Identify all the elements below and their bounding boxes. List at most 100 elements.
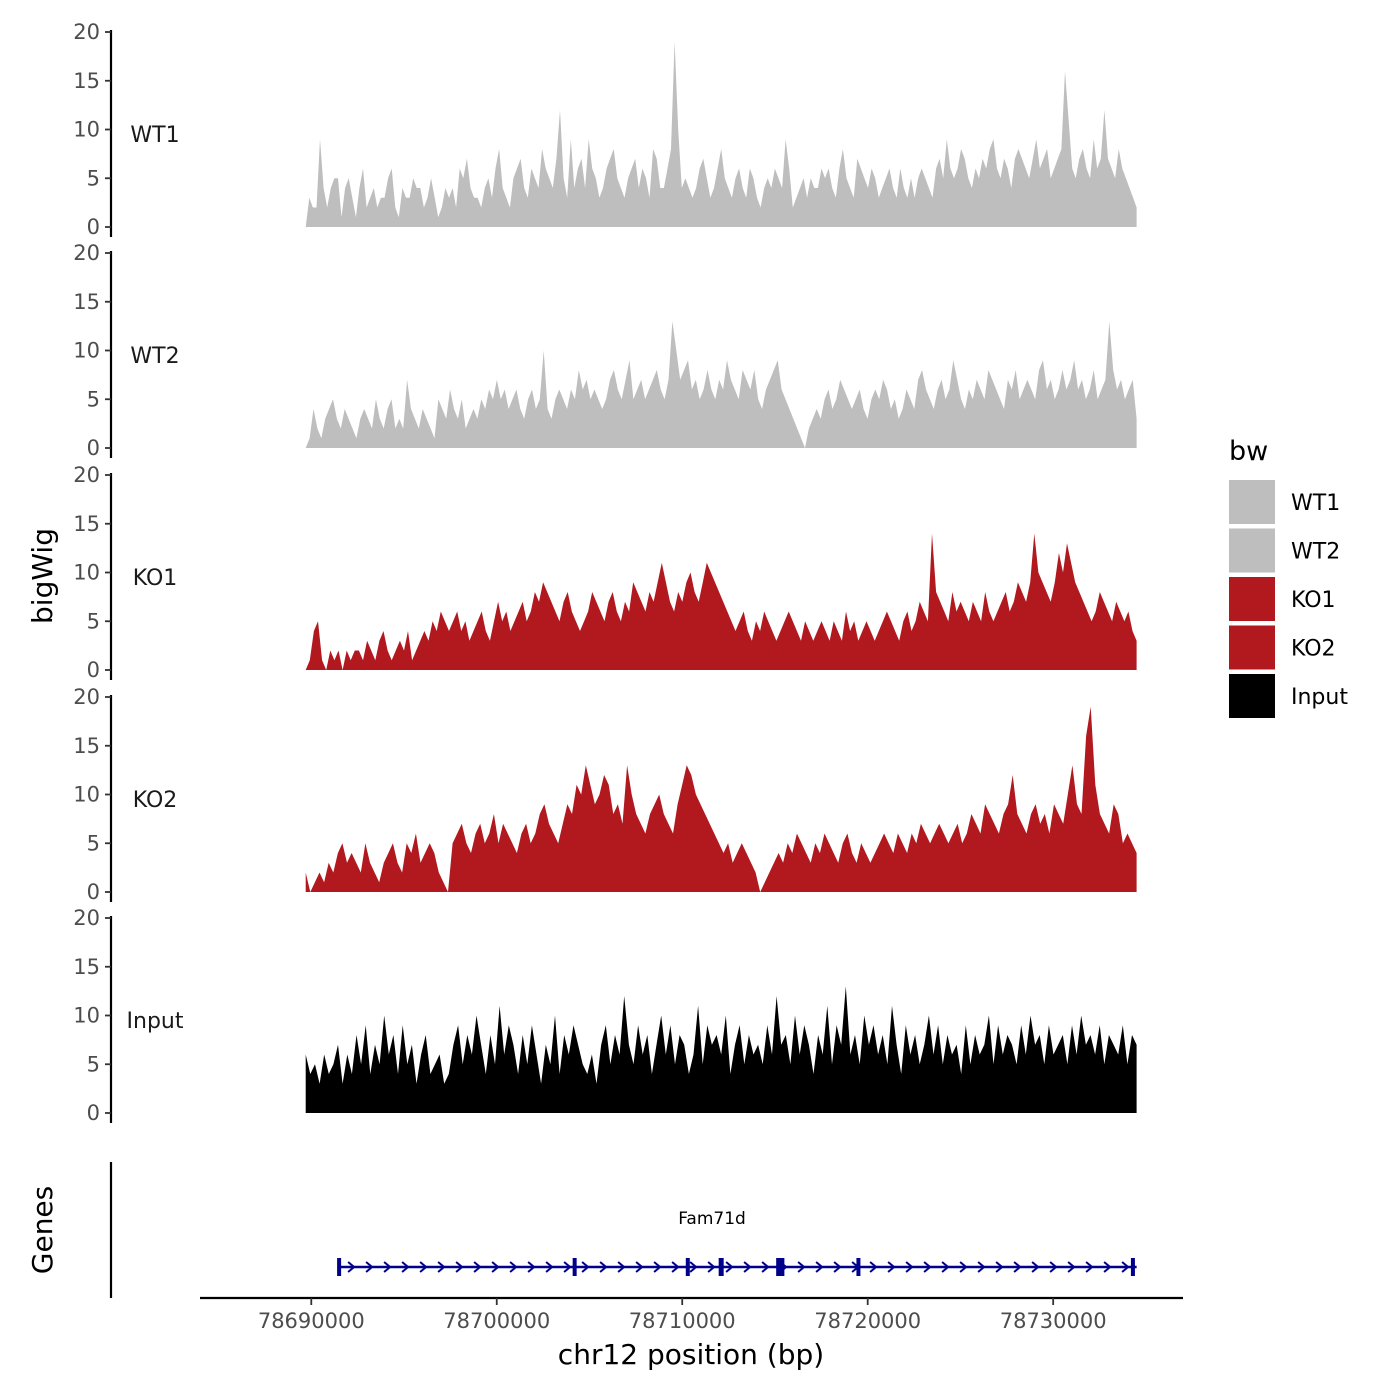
gene-exon (718, 1258, 724, 1276)
y-tick-label: 20 (73, 20, 100, 44)
track-label-ko2: KO2 (133, 788, 178, 813)
x-tick-label: 78730000 (1000, 1309, 1107, 1333)
track-label-input: Input (127, 1009, 184, 1034)
strand-arrow (761, 1261, 770, 1273)
y-tick-label: 0 (87, 436, 100, 460)
gene-exon (776, 1258, 782, 1276)
legend-items: WT1 WT2 KO1 KO2 Input (1229, 480, 1348, 718)
x-tick-label: 78720000 (814, 1309, 921, 1333)
legend-label-ko1: KO1 (1291, 588, 1336, 613)
strand-arrow (1085, 1261, 1094, 1273)
strand-arrow (671, 1261, 680, 1273)
coverage-area-ko2 (305, 706, 1137, 892)
coverage-area-wt2 (305, 321, 1137, 448)
x-tick-label: 78710000 (629, 1309, 736, 1333)
coverage-area-ko1 (305, 533, 1137, 670)
strand-arrow (905, 1261, 914, 1273)
strand-arrow (833, 1261, 842, 1273)
y-tick-label: 10 (73, 561, 100, 585)
strand-arrow (941, 1261, 950, 1273)
strand-arrow (1121, 1261, 1130, 1273)
strand-arrow (473, 1261, 482, 1273)
strand-arrow (455, 1261, 464, 1273)
strand-arrow (743, 1261, 752, 1273)
y-tick-label: 10 (73, 118, 100, 142)
panel-ko1: 0 5 10 15 20 KO1 (73, 463, 1137, 682)
legend: bw WT1 WT2 KO1 KO2 Input (1229, 436, 1348, 718)
strand-arrow (977, 1261, 986, 1273)
y-tick-label: 10 (73, 783, 100, 807)
strand-arrow (653, 1261, 662, 1273)
strand-arrow (563, 1261, 572, 1273)
x-tick-label: 78700000 (443, 1309, 550, 1333)
y-tick-label: 0 (87, 215, 100, 239)
strand-arrow (869, 1261, 878, 1273)
coverage-panels: 0 5 10 15 20 WT1 0 5 10 15 20 WT2 0 5 10 15 20 KO1 0 5 10 15 2… (73, 20, 1137, 1125)
legend-label-wt2: WT2 (1291, 540, 1340, 565)
strand-arrow (959, 1261, 968, 1273)
legend-title: bw (1229, 436, 1268, 467)
y-tick-label: 5 (87, 387, 100, 411)
strand-arrow (383, 1261, 392, 1273)
strand-arrow (797, 1261, 806, 1273)
legend-label-wt1: WT1 (1291, 491, 1340, 516)
legend-swatch-ko1 (1229, 577, 1275, 621)
gene-name-label: Fam71d (678, 1209, 746, 1229)
gene-exon (780, 1258, 785, 1276)
y-tick-label: 0 (87, 880, 100, 904)
legend-swatch-ko2 (1229, 625, 1275, 670)
gene-exon (1130, 1258, 1135, 1276)
y-tick-label: 10 (73, 339, 100, 363)
strand-arrow (1013, 1261, 1022, 1273)
strand-arrow (581, 1261, 590, 1273)
strand-arrow (491, 1261, 500, 1273)
y-tick-label: 15 (73, 512, 100, 536)
gene-exon (685, 1258, 690, 1276)
x-axis: 78690000 78700000 78710000 78720000 78730000… (200, 1296, 1183, 1371)
y-tick-label: 0 (87, 658, 100, 682)
gene-exon (337, 1258, 342, 1276)
panel-ko2: 0 5 10 15 20 KO2 (73, 685, 1137, 904)
strand-arrow (815, 1261, 824, 1273)
y-tick-label: 15 (73, 69, 100, 93)
y-tick-label: 5 (87, 609, 100, 633)
gene-exon (572, 1258, 577, 1276)
strand-arrow (437, 1261, 446, 1273)
y-tick-label: 20 (73, 685, 100, 709)
y-tick-label: 5 (87, 166, 100, 190)
strand-arrow (887, 1261, 896, 1273)
y-tick-label: 5 (87, 1052, 100, 1076)
strand-arrow (689, 1261, 698, 1273)
y-tick-label: 20 (73, 241, 100, 265)
strand-arrow (419, 1261, 428, 1273)
strand-arrow (1031, 1261, 1040, 1273)
y-tick-label: 5 (87, 831, 100, 855)
gene-exon (856, 1258, 861, 1276)
legend-swatch-input (1229, 674, 1275, 718)
strand-arrow (1103, 1261, 1112, 1273)
strand-arrow (635, 1261, 644, 1273)
y-tick-label: 20 (73, 463, 100, 487)
strand-arrow (599, 1261, 608, 1273)
strand-arrow (995, 1261, 1004, 1273)
legend-label-ko2: KO2 (1291, 637, 1336, 662)
x-axis-title: chr12 position (bp) (558, 1338, 824, 1371)
track-label-wt1: WT1 (130, 123, 179, 148)
y-tick-label: 20 (73, 906, 100, 930)
strand-arrow (527, 1261, 536, 1273)
strand-arrow (545, 1261, 554, 1273)
strand-arrow (725, 1261, 734, 1273)
x-ticks: 78690000 78700000 78710000 78720000 78730000 (258, 1298, 1107, 1333)
strand-arrow (617, 1261, 626, 1273)
strand-arrow (509, 1261, 518, 1273)
track-label-ko1: KO1 (133, 566, 178, 591)
gene-track: Genes Fam71d (26, 1162, 1137, 1298)
panel-wt2: 0 5 10 15 20 WT2 (73, 241, 1137, 460)
y-tick-label: 15 (73, 734, 100, 758)
strand-arrow (1049, 1261, 1058, 1273)
legend-swatch-wt2 (1229, 528, 1275, 573)
strand-arrow (347, 1261, 356, 1273)
panel-input: 0 5 10 15 20 Input (73, 906, 1137, 1125)
panel-wt1: 0 5 10 15 20 WT1 (73, 20, 1137, 239)
legend-label-input: Input (1291, 685, 1348, 710)
